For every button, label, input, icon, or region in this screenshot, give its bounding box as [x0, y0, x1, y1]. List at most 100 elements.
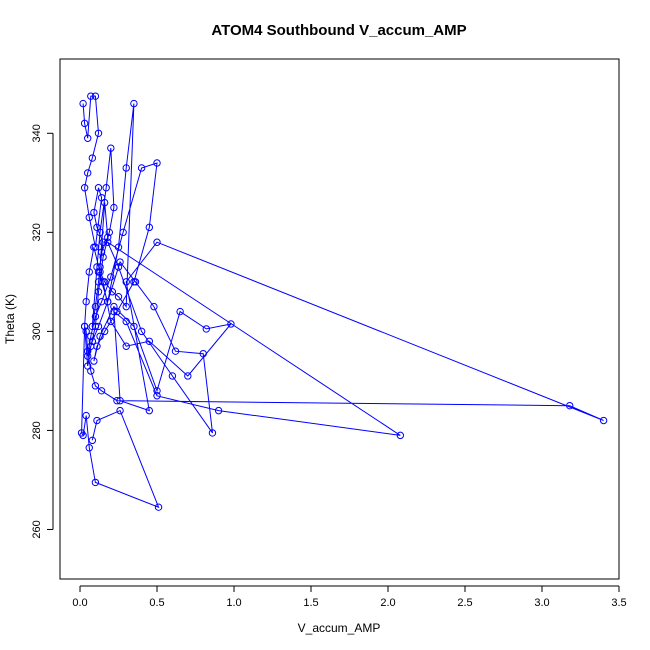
- data-point: [116, 406, 124, 415]
- data-point: [104, 238, 112, 246]
- data-point: [79, 99, 87, 108]
- data-point: [87, 367, 95, 375]
- data-point: [96, 332, 104, 341]
- data-point: [114, 293, 123, 301]
- data-point: [145, 223, 154, 232]
- x-tick-label: 2.5: [457, 597, 472, 609]
- data-point: [150, 302, 158, 311]
- data-point: [122, 164, 130, 172]
- data-point: [214, 406, 223, 415]
- data-point: [82, 411, 90, 420]
- data-point: [100, 198, 109, 207]
- data-point: [99, 278, 107, 286]
- data-point: [137, 327, 146, 336]
- data-point: [145, 406, 154, 415]
- data-point: [153, 159, 161, 167]
- data-point: [79, 431, 87, 440]
- data-point: [122, 342, 130, 350]
- data-point: [130, 322, 138, 331]
- data-point: [94, 322, 103, 331]
- data-point: [84, 347, 92, 355]
- data-point: [96, 263, 104, 271]
- data-point: [116, 258, 124, 266]
- data-point: [108, 288, 117, 296]
- data-point: [114, 243, 123, 251]
- data-point: [105, 228, 113, 237]
- y-tick-label: 280: [31, 421, 43, 439]
- data-point: [88, 154, 97, 162]
- data-point: [396, 431, 405, 440]
- series-line: [81, 95, 604, 509]
- data-point: [130, 99, 138, 108]
- x-axis-label: V_accum_AMP: [298, 621, 381, 635]
- data-point: [94, 268, 103, 276]
- data-point: [171, 347, 180, 355]
- data-point: [208, 429, 217, 437]
- x-tick-label: 2.0: [380, 597, 395, 609]
- x-tick-label: 1.0: [226, 597, 241, 609]
- data-point: [145, 337, 154, 345]
- chart-title: ATOM4 Southbound V_accum_AMP: [211, 22, 466, 39]
- data-point: [90, 208, 98, 217]
- data-point: [88, 337, 97, 345]
- data-point: [90, 243, 98, 251]
- data-point: [153, 238, 161, 246]
- data-point: [110, 307, 118, 316]
- data-point: [80, 184, 89, 192]
- data-point: [99, 238, 107, 246]
- data-point: [168, 372, 177, 380]
- data-point: [84, 134, 92, 142]
- data-point: [566, 401, 574, 410]
- data-point: [82, 297, 90, 306]
- data-point: [85, 444, 93, 452]
- y-tick-label: 260: [31, 520, 43, 538]
- data-point: [97, 248, 106, 256]
- data-point: [122, 317, 130, 326]
- data-point: [84, 169, 92, 177]
- data-point: [97, 387, 106, 395]
- data-point: [122, 278, 130, 286]
- data-point: [99, 253, 107, 261]
- data-point: [137, 164, 146, 172]
- data-point: [122, 302, 130, 311]
- data-point: [94, 129, 103, 137]
- data-point: [87, 92, 95, 100]
- y-axis-label: Theta (K): [3, 294, 17, 344]
- data-point: [110, 302, 118, 311]
- x-tick-label: 1.5: [303, 597, 318, 609]
- series-layer: [77, 92, 608, 511]
- data-point: [599, 416, 608, 425]
- y-axis: 260 280 300 320 340: [31, 124, 54, 539]
- data-point: [80, 119, 89, 128]
- data-point: [84, 352, 92, 360]
- data-point: [131, 278, 140, 286]
- data-point: [113, 397, 121, 405]
- data-point: [94, 288, 103, 296]
- data-point: [102, 184, 110, 192]
- data-point: [114, 263, 123, 271]
- data-point: [176, 307, 184, 316]
- data-point: [107, 273, 115, 281]
- data-point: [90, 357, 98, 365]
- x-tick-label: 0.5: [149, 597, 164, 609]
- data-point: [93, 342, 101, 350]
- data-point: [153, 392, 161, 400]
- x-tick-label: 3.0: [534, 597, 549, 609]
- data-point: [116, 397, 124, 405]
- data-point: [91, 478, 100, 487]
- data-point: [153, 387, 161, 395]
- data-point: [87, 332, 95, 341]
- data-point: [94, 184, 103, 192]
- data-point: [85, 213, 93, 222]
- plot-frame: [59, 58, 620, 580]
- data-point: [93, 416, 101, 425]
- x-tick-label: 3.5: [611, 597, 626, 609]
- data-point: [85, 268, 93, 276]
- y-tick-label: 320: [31, 223, 43, 241]
- data-point: [91, 92, 100, 100]
- data-point: [96, 228, 104, 237]
- data-point: [199, 349, 207, 358]
